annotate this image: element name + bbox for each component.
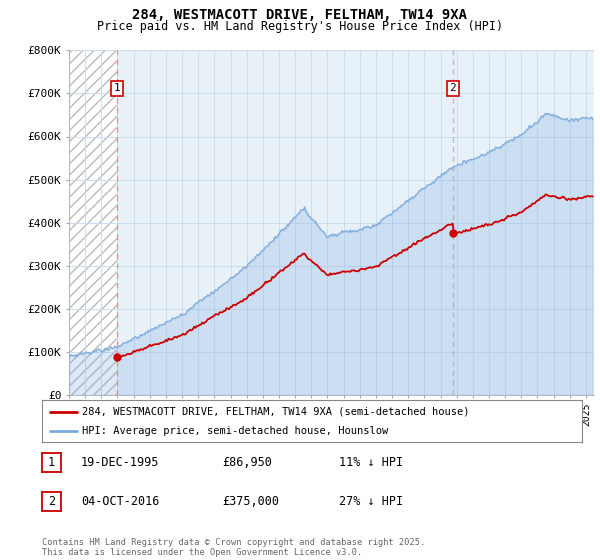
Text: 2: 2 [48, 495, 55, 508]
Text: 2: 2 [449, 83, 456, 94]
Text: HPI: Average price, semi-detached house, Hounslow: HPI: Average price, semi-detached house,… [83, 426, 389, 436]
Text: Price paid vs. HM Land Registry's House Price Index (HPI): Price paid vs. HM Land Registry's House … [97, 20, 503, 32]
Text: 284, WESTMACOTT DRIVE, FELTHAM, TW14 9XA (semi-detached house): 284, WESTMACOTT DRIVE, FELTHAM, TW14 9XA… [83, 407, 470, 417]
Text: 1: 1 [48, 456, 55, 469]
Text: Contains HM Land Registry data © Crown copyright and database right 2025.
This d: Contains HM Land Registry data © Crown c… [42, 538, 425, 557]
Text: 1: 1 [113, 83, 121, 94]
Text: 04-OCT-2016: 04-OCT-2016 [81, 494, 160, 508]
Text: 284, WESTMACOTT DRIVE, FELTHAM, TW14 9XA: 284, WESTMACOTT DRIVE, FELTHAM, TW14 9XA [133, 8, 467, 22]
Text: £86,950: £86,950 [222, 455, 272, 469]
Text: 19-DEC-1995: 19-DEC-1995 [81, 455, 160, 469]
Text: 11% ↓ HPI: 11% ↓ HPI [339, 455, 403, 469]
Text: £375,000: £375,000 [222, 494, 279, 508]
Text: 27% ↓ HPI: 27% ↓ HPI [339, 494, 403, 508]
